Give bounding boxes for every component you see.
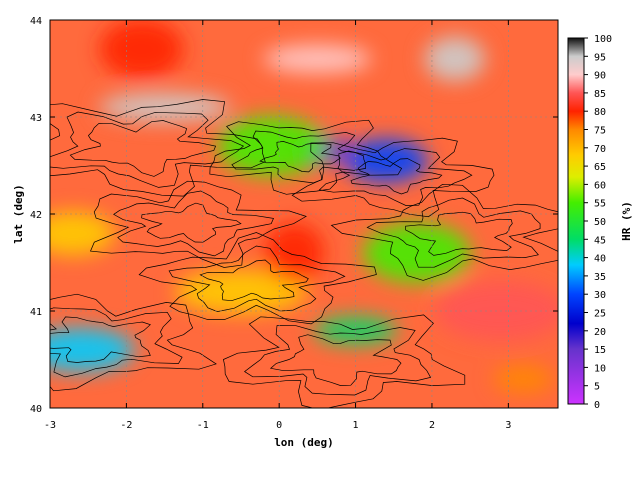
x-tick-label: -1 xyxy=(197,420,209,431)
contour-line xyxy=(50,316,151,363)
contour-line xyxy=(231,130,366,184)
contour-line xyxy=(50,111,245,188)
field-region xyxy=(424,36,485,81)
colorbar-ticks: 0 5 10 15 20 25 30 35 40 45 50 55 60 65 70 75 80 85 90 95 10… xyxy=(584,34,612,411)
y-tick-label: 44 xyxy=(30,16,42,27)
colorbar-tick-label: 50 xyxy=(594,217,606,228)
contour-lines xyxy=(50,99,558,408)
contour-line xyxy=(168,245,346,312)
contour-line xyxy=(199,259,309,302)
field-region xyxy=(264,222,325,283)
contour-line xyxy=(269,334,402,386)
colorbar-tick-label: 20 xyxy=(594,327,606,338)
colorbar-tick-label: 80 xyxy=(594,107,606,118)
field-region xyxy=(99,20,184,80)
field-region xyxy=(493,364,554,393)
contour-line xyxy=(69,120,217,177)
field-region xyxy=(362,222,471,283)
colorbar-tick-label: 60 xyxy=(594,180,606,191)
colorbar-tick-label: 15 xyxy=(594,345,606,356)
field-region xyxy=(344,138,429,183)
colorbar-tick-label: 95 xyxy=(594,52,606,63)
x-tick-label: 0 xyxy=(276,420,282,431)
colorbar-tick-label: 70 xyxy=(594,144,606,155)
contour-line xyxy=(209,119,403,195)
x-tick-label: -2 xyxy=(120,420,132,431)
x-tick-label: 3 xyxy=(505,420,511,431)
field-region xyxy=(263,44,372,73)
field-regions xyxy=(50,20,558,393)
colorbar-label: HR (%) xyxy=(620,201,633,241)
colorbar-tick-label: 90 xyxy=(594,71,606,82)
contour-line xyxy=(318,148,473,206)
contour-line xyxy=(222,314,466,408)
humidity-field xyxy=(50,20,558,408)
contour-line xyxy=(366,197,541,268)
x-tick-label: 2 xyxy=(429,420,435,431)
colorbar-tick-label: 65 xyxy=(594,162,606,173)
y-axis-label: lat (deg) xyxy=(12,184,25,244)
colorbar: 0 5 10 15 20 25 30 35 40 45 50 55 60 65 70 75 80 85 90 95 10… xyxy=(567,34,633,411)
colorbar-tick-label: 30 xyxy=(594,290,606,301)
contour-line xyxy=(113,190,275,257)
colorbar-tick-label: 55 xyxy=(594,199,606,210)
x-axis-label: lon (deg) xyxy=(274,436,334,449)
field-background xyxy=(50,20,558,408)
contour-line xyxy=(405,211,513,256)
colorbar-tick-label: 40 xyxy=(594,254,606,265)
contour-line xyxy=(330,183,558,281)
colorbar-tick-label: 35 xyxy=(594,272,606,283)
contour-line xyxy=(89,180,307,268)
colorbar-tick-label: 100 xyxy=(594,34,612,45)
colorbar-tick-label: 5 xyxy=(594,382,600,393)
colorbar-gradient xyxy=(567,37,585,405)
contour-line xyxy=(350,158,443,195)
colorbar-tick-label: 25 xyxy=(594,309,606,320)
colorbar-tick-label: 85 xyxy=(594,89,606,100)
contour-line xyxy=(50,293,217,392)
x-axis-ticks: -3 -2 -1 0 1 2 3 xyxy=(44,20,511,431)
y-tick-label: 42 xyxy=(30,210,42,221)
y-tick-label: 43 xyxy=(30,113,42,124)
contour-line xyxy=(50,99,266,197)
y-axis-ticks: 40 41 42 43 44 xyxy=(30,16,558,415)
contour-line xyxy=(141,202,242,243)
contour-line xyxy=(50,307,183,378)
field-region xyxy=(217,116,326,177)
y-tick-label: 41 xyxy=(30,307,42,318)
x-tick-label: 1 xyxy=(353,420,359,431)
colorbar-tick-label: 10 xyxy=(594,363,606,374)
colorbar-tick-label: 45 xyxy=(594,235,606,246)
contour-line xyxy=(259,141,341,173)
x-tick-label: -3 xyxy=(44,420,56,431)
contour-line xyxy=(243,325,432,396)
field-region xyxy=(174,269,307,314)
field-region xyxy=(50,211,115,256)
colorbar-tick-label: 75 xyxy=(594,126,606,137)
y-tick-label: 40 xyxy=(30,404,42,415)
colorbar-tick-label: 0 xyxy=(594,400,600,411)
field-region xyxy=(50,327,135,372)
